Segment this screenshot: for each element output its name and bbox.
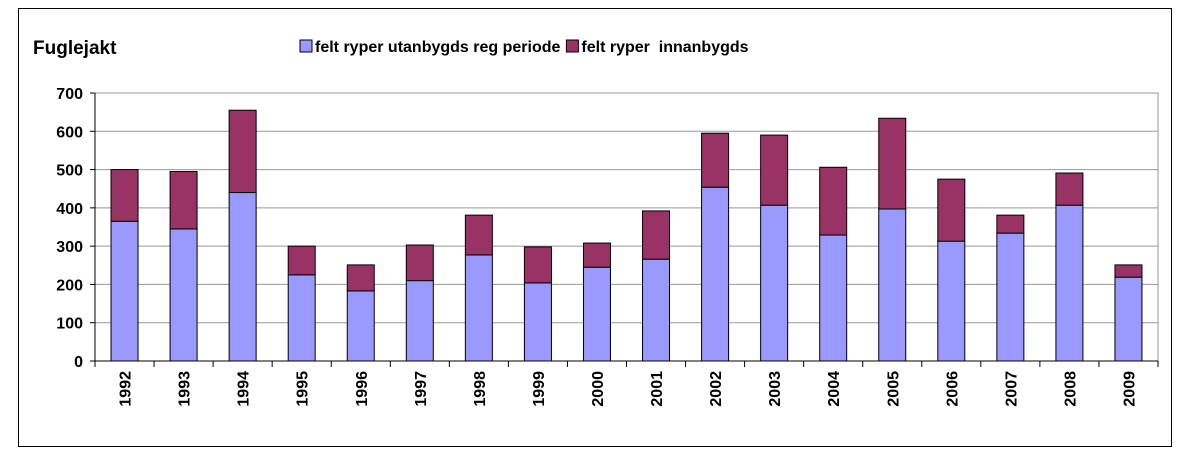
bar-segment: [937, 240, 966, 362]
y-tick-label: 700: [56, 86, 83, 103]
y-tick-label: 100: [56, 316, 83, 333]
bar-segment: [701, 186, 730, 362]
bar-segment: [169, 170, 198, 230]
x-tick-label: 1993: [177, 371, 194, 407]
bar-segment: [169, 228, 198, 362]
bar-segment: [760, 134, 789, 206]
x-tick-label: 1995: [295, 371, 312, 407]
bar-segment: [228, 192, 257, 362]
bar-segment: [523, 246, 552, 284]
x-tick-label: 1996: [354, 371, 371, 407]
y-tick-label: 500: [56, 163, 83, 180]
bar-segment: [405, 244, 434, 282]
bar-segment: [642, 258, 671, 362]
x-tick-label: 2009: [1121, 371, 1138, 407]
bar-segment: [464, 254, 493, 362]
bar-segment: [464, 214, 493, 256]
bar-segment: [937, 178, 966, 242]
bar-segment: [346, 290, 375, 362]
x-tick-label: 1997: [413, 371, 430, 407]
bar-segment: [523, 282, 552, 362]
chart-title: Fuglejakt: [33, 38, 117, 59]
y-tick-label: 300: [56, 239, 83, 256]
bar-segment: [582, 242, 611, 268]
bar-segment: [287, 245, 316, 276]
bar-segment: [701, 132, 730, 188]
legend-label: felt ryper utanbygds reg periode: [315, 39, 560, 56]
legend-swatch: [299, 39, 313, 53]
bar-segment: [1055, 172, 1084, 206]
x-tick-label: 2001: [649, 371, 666, 407]
x-tick-label: 2005: [885, 371, 902, 407]
x-tick-label: 2007: [1003, 371, 1020, 407]
bar-segment: [819, 166, 848, 236]
x-tick-label: 1998: [472, 371, 489, 407]
bar-segment: [228, 109, 257, 194]
y-tick-label: 200: [56, 277, 83, 294]
bar-segment: [642, 210, 671, 260]
bar-segment: [1114, 276, 1143, 362]
y-tick-label: 400: [56, 201, 83, 218]
x-tick-label: 2006: [944, 371, 961, 407]
bar-segment: [996, 214, 1025, 234]
x-tick-label: 1999: [531, 371, 548, 407]
x-tick-label: 2004: [826, 371, 843, 407]
bar-segment: [878, 117, 907, 210]
x-tick-label: 2002: [708, 371, 725, 407]
bar-segment: [760, 204, 789, 362]
y-tick-label: 600: [56, 124, 83, 141]
chart-frame: [18, 8, 1172, 447]
legend-label: felt ryper innanbygds: [581, 39, 748, 56]
bar-segment: [110, 220, 139, 362]
bar-segment: [110, 169, 139, 222]
bar-segment: [1114, 264, 1143, 278]
x-tick-label: 2000: [590, 371, 607, 407]
x-tick-label: 1994: [236, 371, 253, 407]
bar-segment: [287, 274, 316, 362]
x-tick-label: 2003: [767, 371, 784, 407]
bar-segment: [996, 232, 1025, 362]
bar-segment: [878, 208, 907, 362]
legend-swatch: [565, 39, 579, 53]
x-tick-label: 1992: [118, 371, 135, 407]
bar-segment: [1055, 204, 1084, 362]
bar-segment: [405, 280, 434, 362]
x-tick-label: 2008: [1062, 371, 1079, 407]
y-tick-label: 0: [74, 354, 83, 371]
bar-segment: [346, 264, 375, 292]
bar-segment: [819, 234, 848, 362]
bar-segment: [582, 266, 611, 362]
